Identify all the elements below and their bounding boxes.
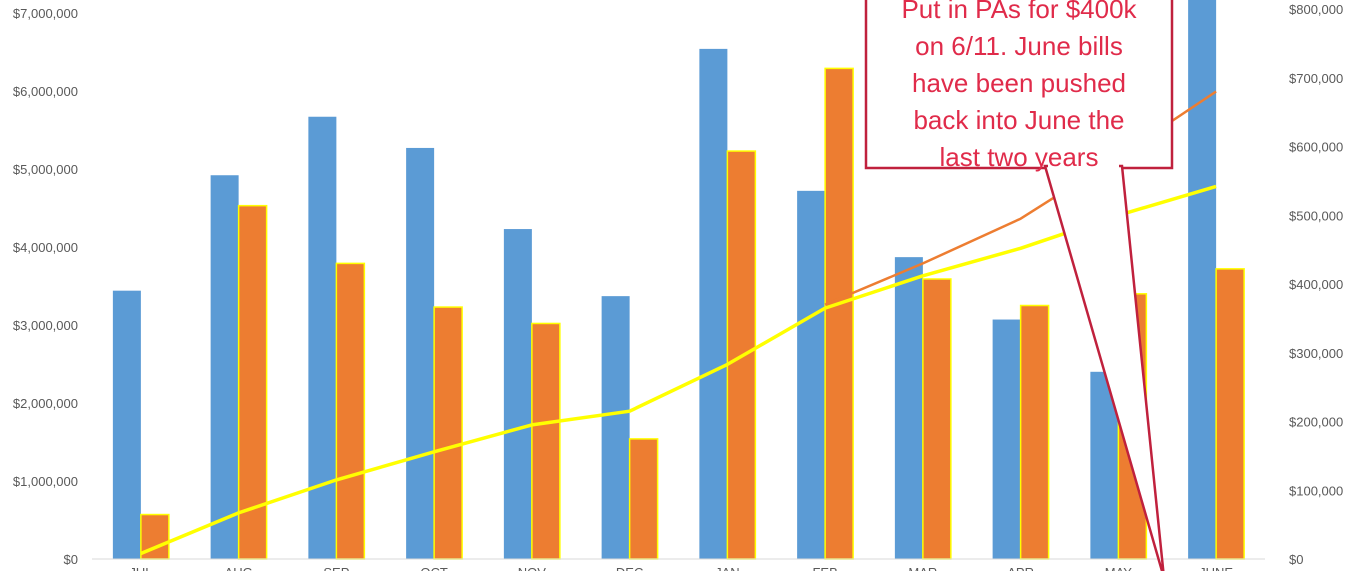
category-label: AUG	[225, 565, 253, 571]
left-tick-label: $2,000,000	[13, 396, 78, 411]
bar-june-series-2	[1215, 268, 1245, 560]
category-label: JUNE	[1199, 565, 1233, 571]
right-axis: $0 $100,000 $200,000 $300,000 $400,000 $500,0…	[1289, 2, 1343, 567]
line-series-1	[140, 184, 1217, 556]
callout-text-line: on 6/11. June bills	[915, 31, 1123, 61]
right-tick-label: $400,000	[1289, 277, 1343, 292]
category-label: NOV	[518, 565, 547, 571]
bar-apr-series-1	[992, 319, 1021, 559]
callout-text-line: have been pushed	[912, 68, 1126, 98]
bar-jul-series-1	[112, 290, 141, 559]
category-label: SEP	[323, 565, 349, 571]
bar-sep-series-1	[308, 116, 337, 560]
bar-aug-series-1	[210, 175, 239, 560]
left-tick-label: $3,000,000	[13, 318, 78, 333]
right-tick-label: $500,000	[1289, 208, 1343, 223]
bar-jan-series-1	[699, 48, 728, 559]
callout-text-line: last two years	[940, 142, 1099, 172]
left-tick-label: $4,000,000	[13, 240, 78, 255]
right-tick-label: $600,000	[1289, 140, 1343, 155]
category-label: DEC	[616, 565, 643, 571]
category-label: JAN	[715, 565, 740, 571]
callout-text-line: Put in PAs for $400k	[901, 0, 1137, 24]
category-label: APR	[1007, 565, 1034, 571]
category-labels: JUL AUG SEP OCT NOV DEC JAN FEB MAR APR MAY JUNE	[129, 565, 1233, 571]
right-tick-label: $800,000	[1289, 2, 1343, 17]
right-tick-label: $100,000	[1289, 483, 1343, 498]
category-label: OCT	[420, 565, 448, 571]
category-label: MAR	[908, 565, 937, 571]
bar-nov-series-1	[503, 229, 532, 559]
left-tick-label: $6,000,000	[13, 84, 78, 99]
right-tick-label: $200,000	[1289, 415, 1343, 430]
callout-box	[864, 0, 1174, 170]
bar-apr-series-2	[1019, 304, 1050, 560]
left-tick-label: $5,000,000	[13, 162, 78, 177]
right-tick-label: $0	[1289, 552, 1303, 567]
bar-dec-series-2	[628, 438, 659, 560]
bar-dec-series-1	[601, 296, 630, 559]
bar-mar-series-1	[894, 257, 923, 559]
category-label: JUL	[129, 565, 152, 571]
bar-aug-series-2	[237, 204, 268, 560]
right-tick-label: $300,000	[1289, 346, 1343, 361]
left-tick-label: $7,000,000	[13, 6, 78, 21]
right-tick-label: $700,000	[1289, 71, 1343, 86]
left-tick-label: $1,000,000	[13, 474, 78, 489]
annotation-callout: Put in PAs for $400k on 6/11. June bills h…	[864, 0, 1174, 571]
bar-nov-series-2	[531, 322, 561, 560]
bar-series	[112, 0, 1245, 560]
category-label: MAY	[1105, 565, 1133, 571]
left-tick-label: $0	[64, 552, 78, 567]
bar-sep-series-2	[335, 262, 366, 560]
bar-mar-series-2	[922, 278, 952, 560]
bar-oct-series-2	[433, 306, 463, 560]
category-label: FEB	[812, 565, 837, 571]
bar-feb-series-1	[797, 190, 826, 559]
callout-text-line: back into June the	[913, 105, 1124, 135]
bar-feb-series-2	[824, 67, 854, 560]
bar-june-series-1	[1188, 0, 1217, 560]
bar-oct-series-1	[406, 147, 435, 559]
left-axis: $0 $1,000,000 $2,000,000 $3,000,000 $4,000,0…	[13, 6, 78, 567]
